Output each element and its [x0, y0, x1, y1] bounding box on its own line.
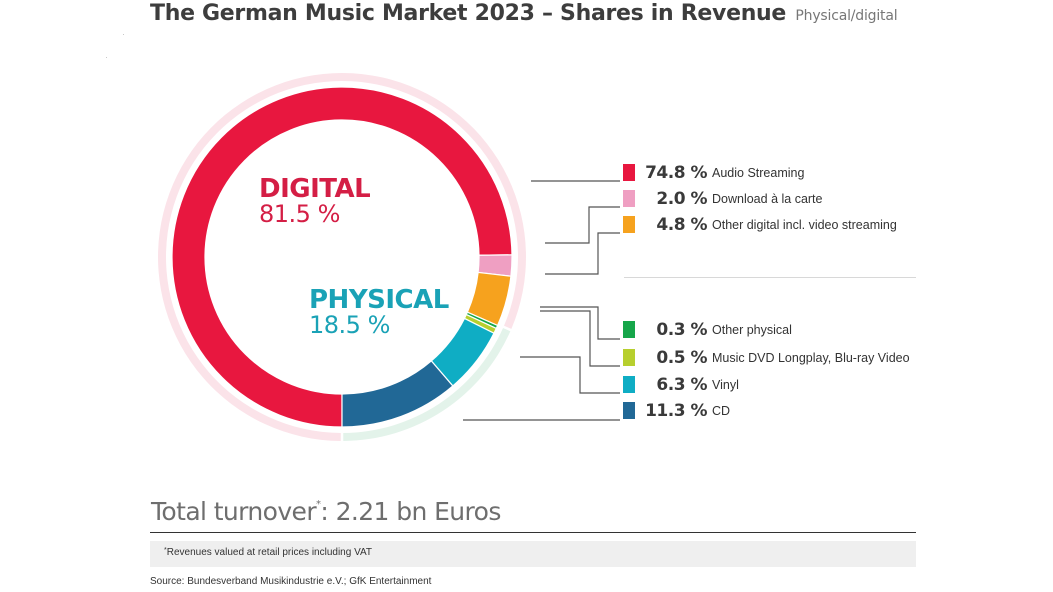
leader-line	[540, 310, 620, 367]
stray-dot	[123, 34, 124, 35]
leader-line	[545, 232, 620, 275]
digital-label: DIGITAL	[259, 174, 371, 204]
legend-swatch	[623, 349, 635, 366]
legend-swatch	[623, 164, 635, 181]
donut-slice	[341, 360, 454, 428]
legend-label: Vinyl	[712, 378, 739, 392]
total-label: Total turnover	[151, 497, 317, 526]
legend-value: 4.8 %	[656, 215, 707, 235]
total-marker: *	[316, 499, 321, 510]
physical-value: 18.5 %	[309, 311, 390, 339]
donut-slice	[171, 86, 513, 428]
legend-swatch	[623, 402, 635, 419]
legend-swatch	[623, 190, 635, 207]
legend-label: Other physical	[712, 323, 792, 337]
legend-label: Music DVD Longplay, Blu-ray Video	[712, 351, 910, 365]
group-ring	[158, 72, 527, 441]
divider-rule	[150, 532, 916, 533]
legend-divider	[624, 277, 916, 278]
legend-value: 6.3 %	[656, 375, 707, 395]
total-value: : 2.21 bn Euros	[320, 497, 501, 526]
leader-line	[520, 356, 620, 394]
footnote-text: Revenues valued at retail prices includi…	[166, 547, 373, 558]
legend-value: 74.8 %	[645, 163, 707, 183]
stray-dot	[106, 57, 107, 58]
physical-label: PHYSICAL	[309, 285, 449, 315]
digital-value: 81.5 %	[259, 200, 340, 228]
physical-group-label: PHYSICAL 18.5 %	[309, 287, 449, 337]
legend-value: 0.5 %	[656, 348, 707, 368]
donut-slices	[171, 86, 513, 428]
footnote-box: *Revenues valued at retail prices includ…	[150, 541, 916, 567]
title-text: The German Music Market 2023 – Shares in…	[150, 1, 787, 26]
digital-group-label: DIGITAL 81.5 %	[259, 174, 371, 228]
leader-lines	[463, 180, 620, 421]
footnote-marker: *	[164, 547, 167, 554]
legend-value: 11.3 %	[645, 401, 707, 421]
legend-label: Audio Streaming	[712, 166, 805, 180]
legend-swatch	[623, 376, 635, 393]
legend-swatch	[623, 216, 635, 233]
legend-label: Other digital incl. video streaming	[712, 218, 897, 232]
total-turnover: Total turnover*: 2.21 bn Euros	[151, 497, 501, 526]
legend-value: 0.3 %	[656, 320, 707, 340]
source: Source: Bundesverband Musikindustrie e.V…	[150, 576, 432, 587]
legend-label: CD	[712, 404, 731, 418]
legend-swatch	[623, 321, 635, 338]
leader-line	[540, 306, 620, 340]
subtitle: Physical/digital	[795, 8, 898, 24]
group-ring-arc	[343, 328, 511, 441]
footnote: *Revenues valued at retail prices includ…	[164, 547, 372, 558]
legend-value: 2.0 %	[656, 189, 707, 209]
legend-label: Download à la carte	[712, 192, 823, 206]
page-title: The German Music Market 2023 – Shares in…	[150, 1, 898, 26]
leader-line	[545, 206, 620, 244]
